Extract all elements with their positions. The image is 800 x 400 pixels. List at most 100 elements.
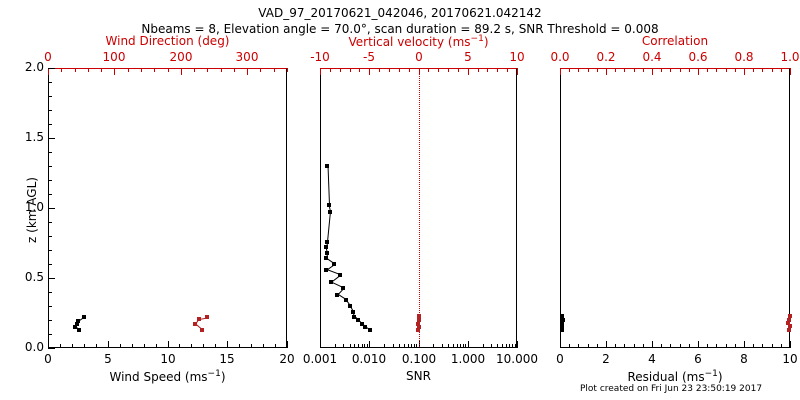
- data-point-panel-snr-1: [415, 327, 420, 332]
- data-point-panel-snr-0: [363, 325, 367, 329]
- data-point-panel-residual-1: [786, 327, 791, 332]
- bottom-minor-tick: [515, 344, 516, 348]
- bottom-minor-tick: [364, 344, 365, 348]
- bottom-minor-tick: [239, 344, 240, 348]
- bottom-minor-tick: [399, 344, 400, 348]
- bottom-minor-tick: [652, 344, 653, 348]
- bottom-tick-label-panel-wind-0: 0: [44, 352, 52, 366]
- top-minor-tick: [726, 68, 727, 72]
- figure-subtitle: Nbeams = 8, Elevation angle = 70.0°, sca…: [141, 22, 659, 36]
- top-minor-tick: [753, 68, 754, 72]
- top-minor-tick: [101, 68, 102, 72]
- plot-frame-panel-snr: [320, 68, 517, 348]
- bottom-axis-label-panel-wind: Wind Speed (ms−1): [109, 369, 226, 384]
- data-point-panel-wind-1: [205, 315, 210, 320]
- data-point-panel-wind-1: [197, 316, 202, 321]
- plot-frame-panel-residual: [560, 68, 790, 348]
- y-minor-tick: [48, 138, 52, 139]
- top-minor-tick: [287, 68, 288, 72]
- data-point-panel-residual-1: [787, 323, 792, 328]
- bottom-tick-label-panel-snr-2: 0.100: [401, 352, 437, 366]
- bottom-tick-label-panel-snr-1: 0.010: [351, 352, 387, 366]
- bottom-minor-tick: [506, 344, 507, 348]
- top-minor-tick: [379, 68, 380, 72]
- data-point-panel-residual-0: [560, 320, 565, 325]
- top-tick-label-panel-snr-4: 10: [509, 50, 525, 64]
- bottom-minor-tick: [463, 344, 464, 348]
- bottom-minor-tick: [144, 344, 145, 348]
- bottom-minor-tick: [60, 344, 61, 348]
- bottom-minor-tick: [716, 344, 717, 348]
- data-point-panel-wind-0: [74, 322, 79, 327]
- bottom-minor-tick: [448, 344, 449, 348]
- data-point-panel-wind-1: [193, 322, 198, 327]
- y-minor-tick: [48, 152, 52, 153]
- bottom-tick-panel-snr-2: [419, 341, 420, 348]
- bottom-minor-tick: [509, 344, 510, 348]
- figure-title: VAD_97_20170621_042046, 20170621.042142: [258, 6, 542, 20]
- top-minor-tick: [634, 68, 635, 72]
- data-point-panel-snr-0: [329, 280, 334, 285]
- data-point-panel-snr-0: [334, 292, 339, 297]
- bottom-minor-tick: [362, 344, 363, 348]
- bottom-minor-tick: [168, 344, 169, 348]
- data-point-panel-residual-1: [787, 318, 792, 322]
- bottom-minor-tick: [433, 344, 434, 348]
- top-minor-tick: [652, 68, 653, 72]
- top-minor-tick: [438, 68, 439, 72]
- bottom-minor-tick: [624, 344, 625, 348]
- top-minor-tick: [369, 68, 370, 72]
- bottom-tick-label-panel-residual-1: 2: [602, 352, 610, 366]
- top-tick-label-panel-snr-2: 0: [415, 50, 423, 64]
- bottom-minor-tick: [335, 344, 336, 348]
- bottom-tick-label-panel-snr-4: 10.000: [496, 352, 538, 366]
- top-minor-tick: [772, 68, 773, 72]
- top-minor-tick: [790, 68, 791, 72]
- bottom-tick-label-panel-wind-3: 15: [219, 352, 235, 366]
- y-minor-tick: [48, 166, 52, 167]
- y-minor-tick: [48, 236, 52, 237]
- bottom-minor-tick: [483, 344, 484, 348]
- top-minor-tick: [274, 68, 275, 72]
- y-minor-tick: [48, 180, 52, 181]
- data-point-panel-wind-1: [200, 327, 205, 332]
- bottom-minor-tick: [735, 344, 736, 348]
- data-point-panel-snr-0: [347, 304, 352, 308]
- top-minor-tick: [141, 68, 142, 72]
- data-point-panel-snr-1: [417, 313, 422, 318]
- top-tick-label-panel-wind-0: 0: [44, 50, 52, 64]
- bottom-minor-tick: [689, 344, 690, 348]
- bottom-minor-tick: [560, 344, 561, 348]
- bottom-tick-label-panel-residual-5: 10: [782, 352, 798, 366]
- bottom-tick-label-panel-residual-0: 0: [556, 352, 564, 366]
- y-tick-label-3: 1.5: [24, 130, 44, 144]
- y-minor-tick: [48, 320, 52, 321]
- bottom-minor-tick: [661, 344, 662, 348]
- bottom-minor-tick: [354, 344, 355, 348]
- top-minor-tick: [330, 68, 331, 72]
- data-point-panel-residual-0: [560, 318, 565, 322]
- top-minor-tick: [643, 68, 644, 72]
- bottom-axis-label-panel-snr: SNR: [406, 369, 431, 383]
- top-minor-tick: [588, 68, 589, 72]
- top-minor-tick: [707, 68, 708, 72]
- y-minor-tick: [48, 222, 52, 223]
- data-point-panel-snr-0: [325, 250, 330, 255]
- top-minor-tick: [478, 68, 479, 72]
- y-tick-label-4: 2.0: [24, 60, 44, 74]
- data-point-panel-snr-0: [323, 267, 328, 272]
- bottom-minor-tick: [790, 344, 791, 348]
- bottom-minor-tick: [497, 344, 498, 348]
- bottom-minor-tick: [367, 344, 368, 348]
- data-point-panel-wind-0: [73, 325, 78, 329]
- bottom-minor-tick: [384, 344, 385, 348]
- bottom-minor-tick: [215, 344, 216, 348]
- top-minor-tick: [661, 68, 662, 72]
- bottom-minor-tick: [465, 344, 466, 348]
- data-point-panel-snr-0: [360, 322, 365, 327]
- data-point-panel-snr-1: [416, 318, 421, 322]
- top-tick-label-panel-residual-0: 0.0: [550, 50, 570, 64]
- top-minor-tick: [698, 68, 699, 72]
- bottom-minor-tick: [512, 344, 513, 348]
